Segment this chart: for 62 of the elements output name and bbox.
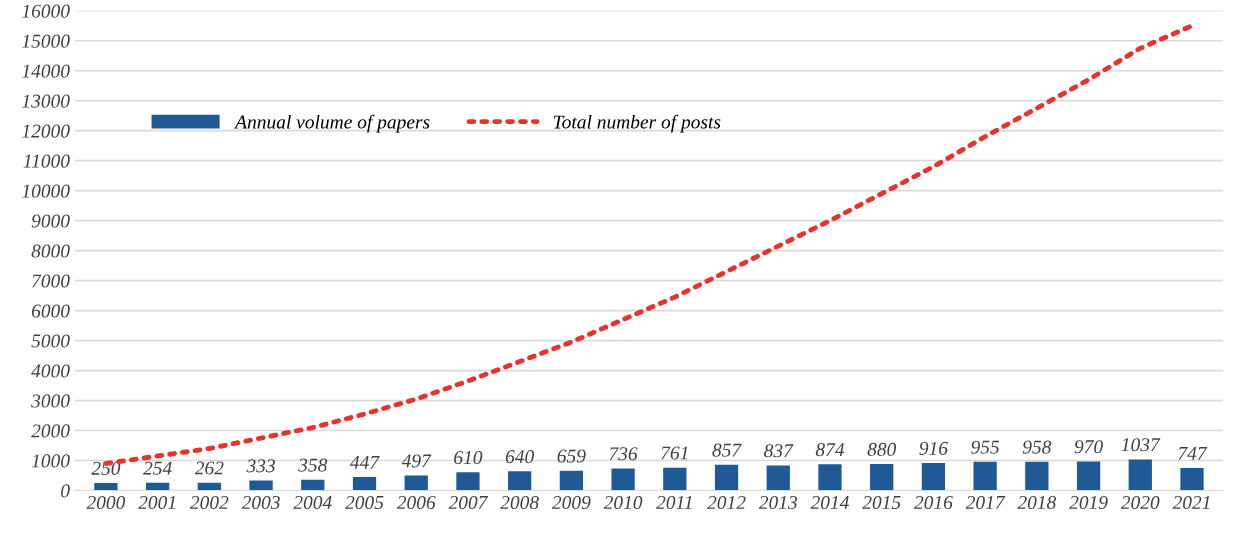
x-tick-label: 2016 [913, 495, 953, 510]
x-tick-label: 2001 [138, 495, 175, 510]
y-tick-label: 3000 [31, 394, 70, 408]
data-label: 916 [919, 441, 948, 455]
x-tick-label: 2019 [1069, 495, 1108, 510]
data-label: 880 [867, 442, 897, 456]
y-tick-label: 1000 [31, 454, 70, 468]
x-tick-label: 2020 [1120, 495, 1160, 510]
y-tick-label: 12000 [22, 124, 70, 138]
x-tick-label: 2015 [862, 495, 901, 510]
x-tick-label: 2005 [345, 495, 384, 510]
y-tick-label: 4000 [31, 364, 70, 378]
data-label: 358 [298, 458, 328, 472]
x-tick-label: 2021 [1172, 495, 1210, 510]
data-label: 857 [712, 443, 742, 457]
x-tick-label: 2018 [1017, 495, 1057, 510]
y-tick-label: 13000 [22, 94, 70, 108]
x-tick-label: 2002 [189, 495, 229, 510]
data-label: 254 [143, 461, 172, 475]
x-tick-label: 2009 [551, 495, 591, 510]
y-tick-label: 9000 [31, 214, 70, 228]
data-label: 447 [349, 455, 380, 469]
data-label: 497 [401, 454, 432, 468]
x-tick-label: 2000 [86, 495, 126, 510]
y-tick-label: 15000 [22, 34, 70, 48]
y-tick-label: 5000 [31, 334, 70, 348]
data-label: 333 [246, 459, 275, 473]
x-tick-label: 2008 [500, 495, 539, 510]
x-tick-label: 2003 [241, 495, 280, 510]
data-label: 958 [1022, 440, 1052, 454]
y-tick-label: 2000 [31, 424, 70, 438]
data-label: 659 [557, 449, 586, 463]
data-label: 874 [815, 443, 845, 457]
y-tick-label: 6000 [31, 304, 70, 318]
legend-label: Annual volume of papers [234, 114, 430, 133]
data-label: 736 [609, 447, 638, 461]
y-tick-label: 7000 [32, 274, 70, 288]
data-label: 610 [454, 450, 483, 465]
data-label: 955 [971, 440, 1000, 454]
y-tick-label: 16000 [22, 4, 70, 18]
y-tick-label: 0 [61, 484, 70, 498]
x-tick-label: 2014 [810, 495, 849, 510]
x-tick-label: 2011 [656, 495, 692, 510]
data-label: 747 [1178, 446, 1208, 460]
data-label: 970 [1074, 440, 1103, 454]
y-tick-label: 11000 [23, 154, 70, 168]
x-tick-label: 2017 [965, 495, 1006, 510]
x-tick-label: 2010 [603, 495, 643, 510]
data-label: 262 [194, 461, 224, 475]
x-tick-label: 2004 [293, 495, 332, 510]
x-tick-label: 2013 [758, 495, 798, 510]
y-tick-label: 14000 [22, 64, 70, 78]
y-tick-label: 10000 [22, 184, 70, 198]
x-tick-label: 2012 [707, 495, 746, 510]
y-tick-label: 8000 [31, 244, 70, 258]
data-label: 837 [764, 444, 794, 458]
x-tick-label: 2006 [396, 495, 436, 510]
legend-label: Total number of posts [553, 114, 721, 133]
data-label: 1037 [1121, 438, 1161, 452]
data-label: 761 [661, 446, 688, 460]
x-tick-label: 2007 [448, 495, 489, 510]
data-label: 640 [505, 450, 534, 464]
